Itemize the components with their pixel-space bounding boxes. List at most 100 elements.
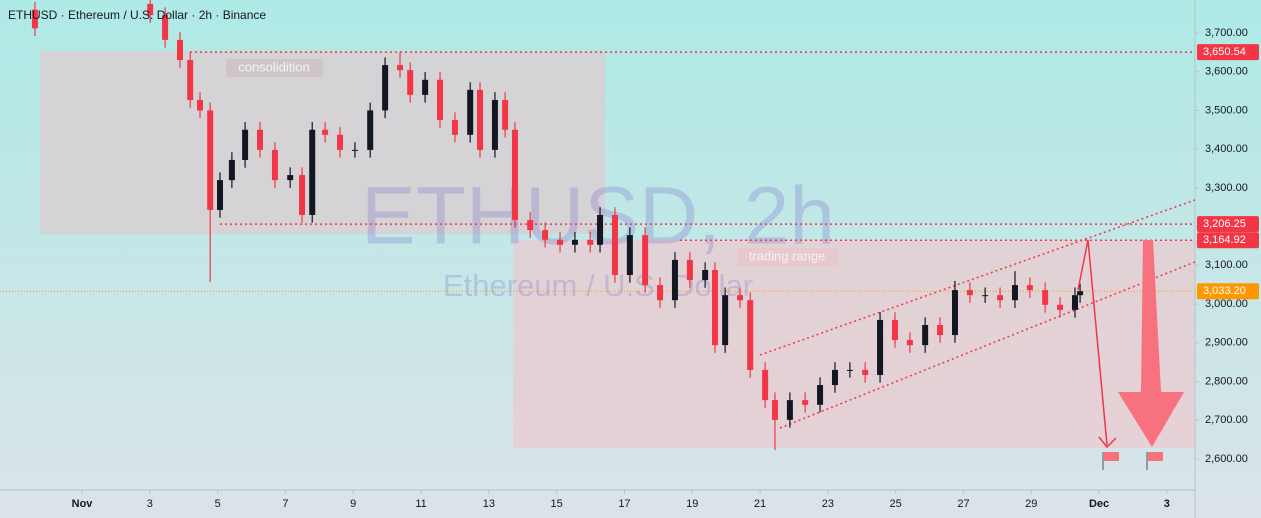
candle-body xyxy=(351,149,358,151)
x-tick-label: 27 xyxy=(957,498,969,510)
y-tick-label: 2,800.00 xyxy=(1205,375,1248,387)
price-level-tag xyxy=(1197,232,1259,249)
zone-label-bg xyxy=(226,59,323,77)
y-tick-label: 3,400.00 xyxy=(1205,143,1248,155)
x-tick-label: 23 xyxy=(822,498,834,510)
watermark-sub: Ethereum / U.S. Dollar xyxy=(443,268,753,303)
x-tick-label: 19 xyxy=(686,498,698,510)
candle-body xyxy=(831,369,838,386)
zone-label-bg xyxy=(737,248,837,266)
zone-label: trading range xyxy=(749,248,826,263)
flag xyxy=(1104,452,1119,461)
candle-body xyxy=(1026,285,1033,291)
x-tick-label: 7 xyxy=(282,498,288,510)
candle-body xyxy=(587,239,594,245)
candle-body xyxy=(1071,295,1078,310)
y-tick-label: 3,000.00 xyxy=(1205,298,1248,310)
candle-body xyxy=(951,290,958,336)
candle-body xyxy=(1077,291,1084,296)
candle-body xyxy=(527,220,534,231)
price-level-label: 3,033.20 xyxy=(1203,285,1246,297)
candle-body xyxy=(511,129,518,221)
candle-body xyxy=(1057,304,1064,310)
y-tick-label: 3,700.00 xyxy=(1205,27,1248,39)
candle-body xyxy=(1042,290,1049,305)
candle-body xyxy=(502,99,509,130)
y-tick-label: 2,700.00 xyxy=(1205,414,1248,426)
candle-body xyxy=(271,149,278,181)
candle-body xyxy=(451,120,458,135)
candle-body xyxy=(1011,285,1018,301)
candle-body xyxy=(542,230,549,240)
candle-body xyxy=(367,110,374,150)
x-tick-label: Dec xyxy=(1089,498,1109,510)
candle-body xyxy=(802,400,809,405)
candle-body xyxy=(626,235,633,276)
candle-body xyxy=(737,295,744,301)
candle-body xyxy=(657,285,664,301)
candle-body xyxy=(906,340,913,346)
consolidation-zone xyxy=(40,51,605,234)
candle-body xyxy=(422,79,429,95)
candle-body xyxy=(611,214,618,276)
candle-body xyxy=(571,239,578,245)
candle-body xyxy=(846,369,853,371)
candle-body xyxy=(407,70,414,95)
candle-body xyxy=(322,129,329,135)
candle-body xyxy=(937,324,944,336)
candle-body xyxy=(491,99,498,150)
candle-body xyxy=(642,235,649,286)
x-tick-label: 17 xyxy=(618,498,630,510)
arrow-head xyxy=(1098,436,1117,449)
x-tick-label: 11 xyxy=(415,498,426,510)
candle-body xyxy=(31,9,38,29)
candle-body xyxy=(817,385,824,405)
candle-body xyxy=(671,259,678,301)
candle-body xyxy=(382,65,389,111)
candle-body xyxy=(207,110,214,210)
x-tick-label: 21 xyxy=(754,498,766,510)
x-tick-label: 3 xyxy=(147,498,153,510)
candle-body xyxy=(187,60,194,100)
price-level-label: 3,206.25 xyxy=(1203,218,1246,230)
candle-body xyxy=(702,269,709,281)
x-tick-label: 13 xyxy=(483,498,495,510)
candle-body xyxy=(477,89,484,150)
flag xyxy=(1148,452,1163,461)
x-tick-label: Nov xyxy=(72,498,94,510)
candle-body xyxy=(891,319,898,341)
candle-body xyxy=(557,239,564,245)
candle-body xyxy=(337,134,344,150)
candle-body xyxy=(786,400,793,420)
candle-body xyxy=(309,129,316,215)
candle-body xyxy=(147,3,154,16)
projection-arrow xyxy=(1077,239,1108,446)
candle-body xyxy=(922,324,929,346)
price-level-tag xyxy=(1197,44,1259,61)
candle-body xyxy=(197,99,204,111)
x-tick-label: 5 xyxy=(215,498,221,510)
candle-body xyxy=(747,300,754,370)
candle-body xyxy=(217,180,224,210)
candle-body xyxy=(397,65,404,71)
chart-title: ETHUSD · Ethereum / U.S. Dollar · 2h · B… xyxy=(8,8,266,22)
y-tick-label: 3,100.00 xyxy=(1205,259,1248,271)
candle-body xyxy=(686,259,693,281)
candle-body xyxy=(722,295,729,346)
y-tick-label: 2,600.00 xyxy=(1205,453,1248,465)
candle-body xyxy=(257,129,264,150)
candle-body xyxy=(966,290,973,296)
candle-body xyxy=(597,214,604,245)
candle-body xyxy=(997,295,1004,301)
candle-body xyxy=(762,369,769,401)
channel-upper xyxy=(759,199,1196,356)
x-tick-label: 9 xyxy=(350,498,356,510)
x-tick-label: 25 xyxy=(890,498,902,510)
x-tick-label: 15 xyxy=(551,498,563,510)
candle-body xyxy=(242,129,249,160)
candle-body xyxy=(177,39,184,61)
price-level-label: 3,164.92 xyxy=(1203,234,1246,246)
y-tick-label: 3,300.00 xyxy=(1205,182,1248,194)
